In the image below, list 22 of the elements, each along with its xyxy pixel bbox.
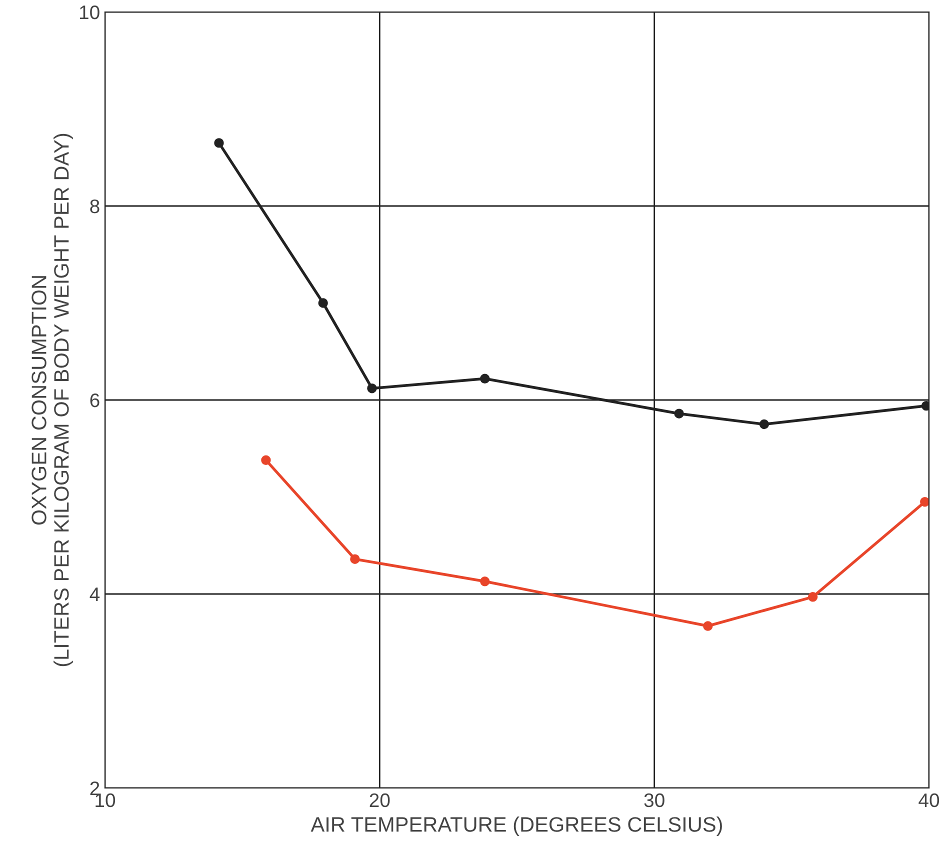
point — [367, 384, 377, 394]
point — [920, 496, 929, 507]
y-axis-title: OXYGEN CONSUMPTION (LITERS PER KILOGRAM OF BODY WEIGHT PER DAY) — [32, 134, 73, 666]
point — [480, 374, 490, 384]
y-tick-label: 10 — [80, 5, 100, 20]
point — [318, 298, 328, 308]
point — [214, 138, 224, 148]
y-tick-label: 2 — [90, 781, 100, 796]
x-tick-label: 20 — [370, 793, 390, 808]
point — [674, 408, 684, 418]
x-tick-label: 40 — [918, 793, 940, 808]
x-axis-title: AIR TEMPERATURE (DEGREES CELSIUS) — [310, 816, 722, 836]
y-tick-label: 4 — [90, 588, 100, 602]
y-tick-label: 8 — [90, 199, 100, 214]
point — [261, 455, 271, 465]
point — [350, 554, 360, 564]
x-tick-label: 30 — [644, 793, 664, 808]
point — [808, 592, 818, 602]
point — [759, 419, 770, 430]
y-tick-label: 6 — [90, 393, 100, 408]
point — [703, 621, 713, 631]
point — [480, 576, 490, 586]
